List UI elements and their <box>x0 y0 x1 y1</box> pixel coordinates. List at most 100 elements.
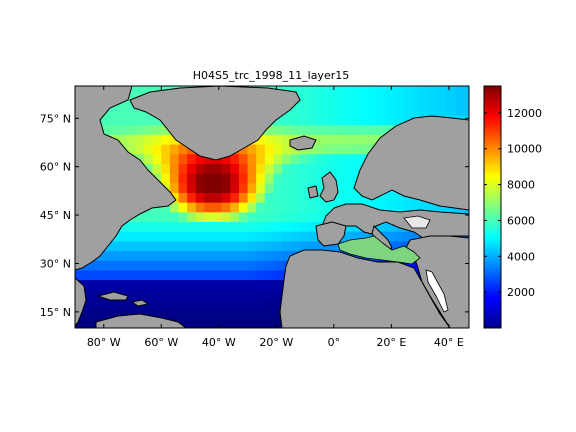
field-cell <box>402 115 412 126</box>
field-cell <box>307 153 318 164</box>
field-cell <box>118 250 128 261</box>
field-cell <box>238 231 249 242</box>
field-cell <box>359 144 369 155</box>
field-cell <box>325 95 335 106</box>
field-cell <box>152 260 162 271</box>
field-cell <box>247 231 257 242</box>
field-cell <box>144 163 154 174</box>
field-cell <box>282 115 292 126</box>
field-cell <box>195 298 205 310</box>
field-cell <box>230 308 240 319</box>
field-cell <box>256 289 266 300</box>
land-central-america <box>75 277 87 327</box>
field-cell <box>264 279 274 290</box>
field-cell <box>126 115 136 126</box>
field-cell <box>247 308 257 319</box>
field-cell <box>204 202 214 213</box>
field-cell <box>264 260 274 271</box>
field-cell <box>290 124 300 135</box>
field-cell <box>195 289 205 300</box>
field-cell <box>333 115 343 126</box>
field-cell <box>213 202 223 213</box>
field-cell <box>213 182 223 193</box>
field-cell <box>204 318 214 328</box>
field-cell <box>195 221 205 232</box>
longitude-tick-label: 0° <box>328 336 341 349</box>
field-cell <box>273 260 283 271</box>
field-cell <box>351 124 361 135</box>
field-cell <box>247 173 257 184</box>
field-cell <box>195 182 205 193</box>
field-cell <box>273 173 283 184</box>
field-cell <box>264 153 274 164</box>
field-cell <box>100 115 111 126</box>
field-cell <box>83 298 93 310</box>
field-cell <box>307 231 318 242</box>
field-cell <box>351 192 361 203</box>
field-cell <box>376 124 387 135</box>
field-cell <box>256 269 266 281</box>
field-cell <box>118 298 128 310</box>
field-cell <box>290 182 300 193</box>
field-cell <box>169 182 180 193</box>
field-cell <box>75 318 85 328</box>
field-cell <box>342 192 352 203</box>
map-frame <box>74 85 470 329</box>
field-cell <box>187 231 197 242</box>
field-cell <box>230 153 240 164</box>
field-cell <box>109 250 119 261</box>
field-cell <box>351 173 361 184</box>
field-cell <box>325 105 335 116</box>
field-cell <box>126 260 136 271</box>
land-south-america <box>95 313 187 328</box>
field-cell <box>213 308 223 319</box>
field-cell <box>368 124 378 135</box>
field-cell <box>273 134 283 145</box>
field-cell <box>299 231 309 242</box>
field-cell <box>264 298 274 310</box>
field-cell <box>100 298 111 310</box>
field-cell <box>445 86 456 97</box>
field-cell <box>299 173 309 184</box>
field-cell <box>368 86 378 97</box>
field-cell <box>238 250 249 261</box>
field-cell <box>273 279 283 290</box>
field-cell <box>230 240 240 252</box>
field-cell <box>316 134 326 145</box>
field-cell <box>247 163 257 174</box>
field-cell <box>411 231 421 242</box>
field-cell <box>299 182 309 193</box>
field-cell <box>221 153 231 164</box>
field-cell <box>135 250 145 261</box>
field-cell <box>273 192 283 203</box>
field-cell <box>273 144 283 155</box>
field-cell <box>256 250 266 261</box>
field-cell <box>316 173 326 184</box>
field-cell <box>316 105 326 116</box>
field-cell <box>178 289 188 300</box>
field-cell <box>92 269 102 281</box>
field-cell <box>92 260 102 271</box>
field-cell <box>256 211 266 223</box>
field-cell <box>256 308 266 319</box>
field-cell <box>195 308 205 319</box>
field-cell <box>342 95 352 106</box>
field-cell <box>325 134 335 145</box>
field-cell <box>213 279 223 290</box>
field-cell <box>256 182 266 193</box>
field-cell <box>178 269 188 281</box>
field-cell <box>135 269 145 281</box>
field-cell <box>213 173 223 184</box>
field-cell <box>144 153 154 164</box>
field-cell <box>437 95 447 106</box>
field-cell <box>152 211 162 223</box>
field-cell <box>342 231 352 242</box>
field-cell <box>144 260 154 271</box>
field-cell <box>342 105 352 116</box>
sea-mediterranean <box>337 235 421 265</box>
field-cell <box>282 182 292 193</box>
field-cell <box>454 86 464 97</box>
field-cell <box>359 105 369 116</box>
field-cell <box>195 192 205 203</box>
field-cell <box>213 318 223 328</box>
